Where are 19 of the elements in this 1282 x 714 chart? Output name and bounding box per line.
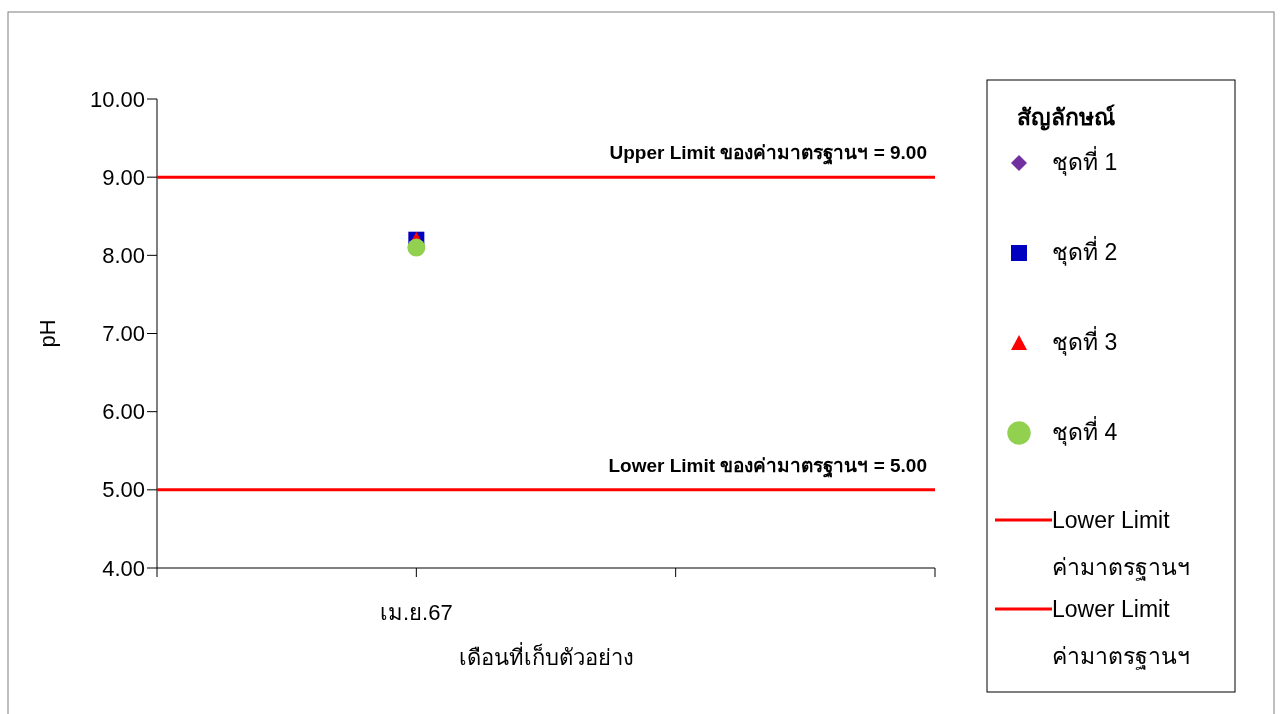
y-tick-label: 10.00	[89, 86, 145, 112]
annotation: Upper Limit ของค่ามาตรฐานฯ = 9.00	[609, 142, 927, 167]
legend-label: ชุดที่ 2	[1052, 236, 1118, 266]
annotation: Lower Limit ของค่ามาตรฐานฯ = 5.00	[608, 454, 927, 479]
legend-label: ชุดที่ 1	[1052, 146, 1118, 176]
legend-label: ชุดที่ 3	[1052, 326, 1118, 356]
y-axis-title: pH	[35, 319, 60, 348]
x-axis-title: เดือนที่เก็บตัวอย่าง	[458, 642, 634, 670]
legend-title: สัญลักษณ์	[1017, 104, 1115, 131]
y-tick-label: 5.00	[102, 477, 145, 503]
legend-label: ชุดที่ 4	[1052, 416, 1118, 446]
legend-label: Lower Limit ค่ามาตรฐานฯ	[1052, 507, 1190, 581]
legend-label: Lower Limit ค่ามาตรฐานฯ	[1052, 596, 1190, 670]
y-tick-label: 7.00	[102, 321, 145, 346]
y-tick-label: 4.00	[102, 555, 145, 581]
x-tick-label: เม.ย.67	[379, 600, 453, 625]
y-tick-label: 6.00	[102, 399, 145, 425]
y-tick-label: 8.00	[102, 242, 145, 268]
y-tick-label: 9.00	[102, 164, 145, 190]
